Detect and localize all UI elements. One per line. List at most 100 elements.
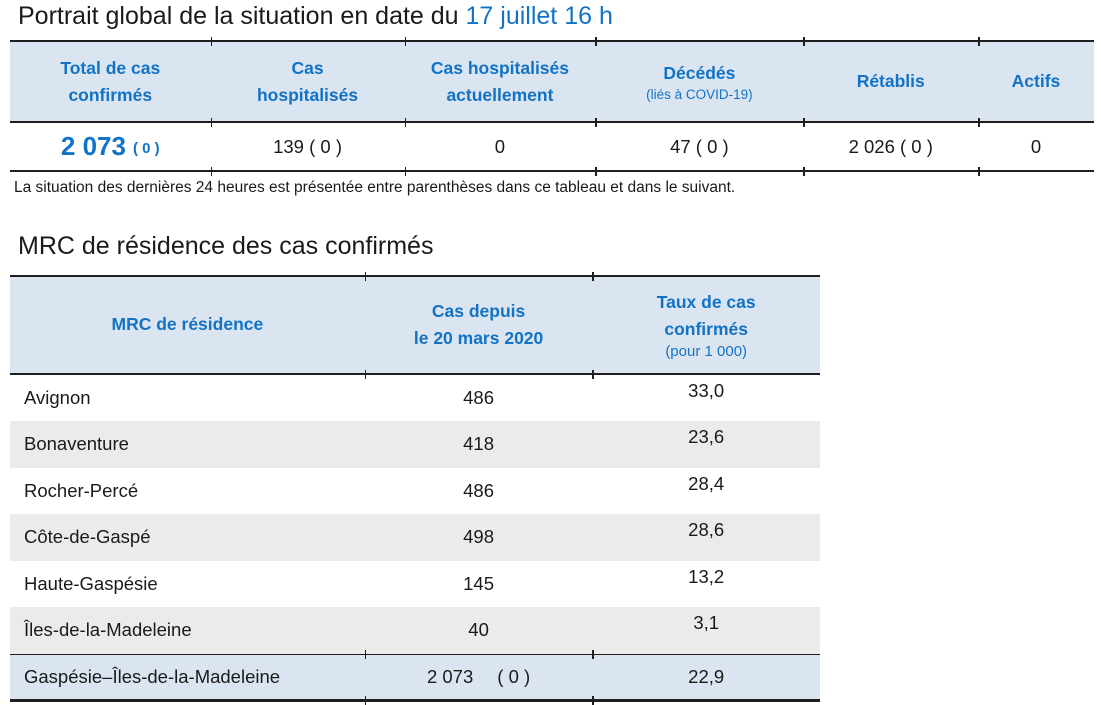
mrc-name: Rocher-Percé	[24, 479, 139, 501]
tick	[978, 166, 980, 176]
column-header-deaths: Décédés (liés à COVID-19)	[595, 42, 803, 121]
page-title-text: Portrait global de la situation en date …	[18, 2, 466, 30]
mrc-rate: 28,6	[592, 514, 820, 561]
column-header-label: Actifs	[1011, 71, 1061, 92]
column-header-label: Cas depuis le 20 mars 2020	[413, 300, 544, 348]
mrc-rate-value: 3,1	[693, 612, 720, 634]
tick	[803, 117, 805, 127]
mrc-cases: 486	[463, 479, 494, 501]
mrc-rate-value: 33,0	[688, 379, 725, 401]
mrc-name: Côte-de-Gaspé	[24, 526, 151, 548]
column-header-cases-since: Cas depuis le 20 mars 2020	[365, 277, 593, 373]
mrc-cases: 418	[463, 433, 494, 455]
summary-table: Total de cas confirmés Cas hospitalisés …	[10, 36, 1094, 176]
tick	[978, 36, 980, 46]
summary-table-header-border	[10, 117, 1094, 127]
column-header-hospitalized: Cas hospitalisés	[211, 42, 405, 121]
column-header-subtext: (liés à COVID-19)	[646, 86, 753, 102]
mrc-cases: 145	[463, 572, 494, 594]
summary-table-row: 2 073 ( 0 ) 139 ( 0 ) 0 47 ( 0 ) 2 026 (…	[10, 123, 1094, 170]
column-header-hospitalized-now: Cas hospitalisés actuellement	[405, 42, 596, 121]
table-row: Rocher-Percé 486 28,4	[10, 468, 820, 515]
mrc-rate: 23,6	[592, 421, 820, 468]
tick	[592, 695, 594, 705]
column-header-label: Décédés	[663, 63, 736, 84]
table-row: Côte-de-Gaspé 498 28,6	[10, 514, 820, 561]
table-row: Bonaventure 418 23,6	[10, 421, 820, 468]
active-value: 0	[1030, 135, 1042, 157]
mrc-name: Avignon	[24, 386, 91, 408]
mrc-cases: 498	[463, 526, 494, 548]
mrc-table-body: Avignon 486 33,0 Bonaventure 418 23,6 Ro…	[10, 375, 820, 654]
tick	[210, 166, 213, 176]
total-row-name: Gaspésie–Îles-de-la-Madeleine	[24, 666, 281, 687]
mrc-section-title: MRC de résidence des cas confirmés	[18, 232, 434, 260]
column-header-label: Taux de cas confirmés	[656, 291, 756, 339]
page-title: Portrait global de la situation en date …	[18, 1, 1101, 31]
tick	[364, 271, 367, 281]
tick	[364, 695, 367, 705]
hospitalized-value: 139 ( 0 )	[273, 135, 342, 157]
tick	[404, 117, 407, 127]
mrc-table-header-border	[10, 369, 820, 379]
column-header-mrc: MRC de résidence	[10, 277, 365, 373]
mrc-cases: 486	[463, 386, 494, 408]
total-confirmed-delta: ( 0 )	[132, 139, 160, 157]
total-confirmed-value: 2 073 ( 0 )	[10, 123, 211, 170]
tick	[404, 36, 407, 46]
hospitalized-now-value: 0	[494, 135, 506, 157]
mrc-table-total-border	[10, 650, 820, 659]
summary-table-top-border	[10, 36, 1094, 46]
deaths-value: 47 ( 0 )	[670, 135, 729, 157]
total-row-cases-delta: ( 0 )	[497, 666, 531, 687]
total-row-rate: 22,9	[688, 666, 725, 687]
tick	[592, 369, 594, 379]
mrc-rate-value: 28,4	[688, 472, 725, 494]
column-header-label: Cas hospitalisés actuellement	[430, 58, 570, 105]
column-header-subtext: (pour 1 000)	[665, 343, 748, 361]
mrc-table: MRC de résidence Cas depuis le 20 mars 2…	[10, 271, 820, 705]
recovered-value: 2 026 ( 0 )	[848, 135, 933, 157]
parentheses-note: La situation des dernières 24 heures est…	[14, 179, 736, 196]
tick	[210, 117, 213, 127]
total-row-cases: 2 073 ( 0 )	[365, 655, 593, 699]
mrc-table-top-border	[10, 271, 820, 281]
report-date: 17 juillet 16 h	[465, 2, 613, 30]
mrc-rate-value: 28,6	[688, 519, 725, 541]
mrc-name: Bonaventure	[24, 433, 129, 455]
tick	[595, 166, 597, 176]
tick	[210, 36, 213, 46]
tick	[592, 650, 594, 659]
mrc-name: Haute-Gaspésie	[24, 572, 158, 594]
table-row: Haute-Gaspésie 145 13,2	[10, 561, 820, 608]
column-header-total-confirmed: Total de cas confirmés	[10, 42, 211, 121]
column-header-label: MRC de résidence	[111, 314, 264, 335]
tick	[803, 166, 805, 176]
tick	[592, 271, 594, 281]
total-row: Gaspésie–Îles-de-la-Madeleine 2 073 ( 0 …	[10, 655, 820, 699]
column-header-label: Rétablis	[856, 71, 925, 92]
mrc-table-header: MRC de résidence Cas depuis le 20 mars 2…	[10, 277, 820, 373]
tick	[803, 36, 805, 46]
mrc-rate: 13,2	[592, 561, 820, 608]
total-confirmed-number: 2 073	[60, 131, 126, 161]
column-header-active: Actifs	[978, 42, 1094, 121]
summary-table-bottom-border	[10, 166, 1094, 176]
tick	[364, 650, 367, 659]
tick	[364, 369, 367, 379]
tick	[595, 117, 597, 127]
column-header-label: Cas hospitalisés	[256, 58, 359, 105]
mrc-rate-value: 23,6	[688, 426, 725, 448]
column-header-rate: Taux de cas confirmés (pour 1 000)	[592, 277, 820, 373]
mrc-rate: 28,4	[592, 468, 820, 515]
table-row: Îles-de-la-Madeleine 40 3,1	[10, 607, 820, 654]
mrc-rate: 3,1	[592, 607, 820, 654]
tick	[978, 117, 980, 127]
tick	[595, 36, 597, 46]
mrc-rate: 33,0	[592, 375, 820, 422]
mrc-name: Îles-de-la-Madeleine	[24, 619, 192, 641]
tick	[404, 166, 407, 176]
mrc-rate-value: 13,2	[688, 565, 725, 587]
total-row-cases-number: 2 073	[426, 666, 474, 687]
